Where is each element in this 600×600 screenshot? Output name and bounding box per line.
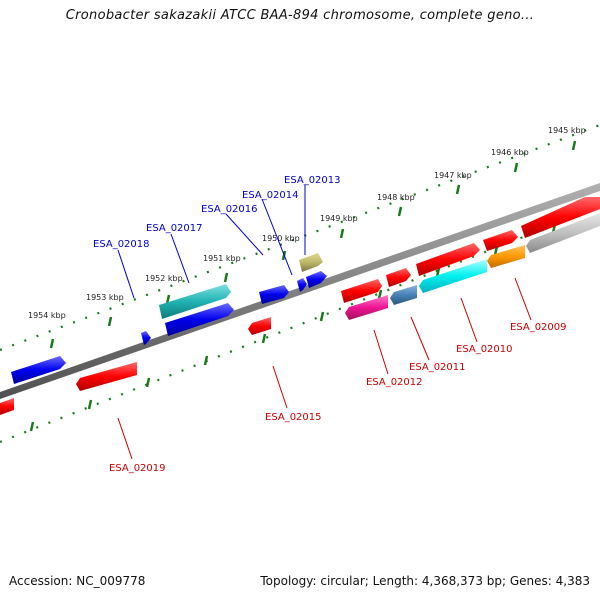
gene-forward-blue xyxy=(306,271,327,288)
gene-forward-blue xyxy=(141,331,151,345)
gene-label-esa-02011: ESA_02011 xyxy=(409,362,466,373)
kbp-label: 1946 kbp xyxy=(491,148,529,157)
reverse-genes[interactable] xyxy=(0,213,600,415)
kbp-label: 1948 kbp xyxy=(377,193,415,202)
forward-genes[interactable] xyxy=(11,197,600,384)
gene-reverse-magenta xyxy=(345,295,388,320)
kbp-label: 1947 kbp xyxy=(434,171,472,180)
kbp-label: 1954 kbp xyxy=(28,311,66,320)
gene-forward-red xyxy=(521,197,600,238)
gene-forward-red xyxy=(416,243,480,276)
map-title: Cronobacter sakazakii ATCC BAA-894 chrom… xyxy=(65,8,535,23)
gene-forward-blue xyxy=(297,278,307,292)
gene-reverse-red xyxy=(76,362,137,391)
kbp-labels: 1945 kbp 1946 kbp 1947 kbp 1948 kbp 1949… xyxy=(28,126,586,320)
gene-forward-blue xyxy=(165,303,234,336)
summary-text: Topology: circular; Length: 4,368,373 bp… xyxy=(260,574,590,588)
gene-reverse-gray xyxy=(526,213,600,253)
gene-label-esa-02014: ESA_02014 xyxy=(242,190,299,201)
gene-label-esa-02013: ESA_02013 xyxy=(284,175,341,186)
gene-label-esa-02012: ESA_02012 xyxy=(366,377,423,388)
gene-label-esa-02010: ESA_02010 xyxy=(456,344,513,355)
leader-lines-forward xyxy=(117,185,306,299)
gene-reverse-steelblue xyxy=(390,285,417,305)
kbp-label: 1945 kbp xyxy=(548,126,586,135)
gene-label-esa-02016: ESA_02016 xyxy=(201,204,258,215)
gene-reverse-red xyxy=(248,317,271,335)
kbp-label: 1953 kbp xyxy=(86,293,124,302)
gene-forward-blue xyxy=(259,285,289,304)
gene-reverse-red xyxy=(0,398,14,415)
kbp-label: 1950 kbp xyxy=(262,234,300,243)
gene-forward-red xyxy=(483,230,518,251)
kbp-label: 1951 kbp xyxy=(203,254,241,263)
gene-forward-teal xyxy=(159,284,231,319)
gene-forward-red xyxy=(386,268,411,287)
gene-reverse-cyan xyxy=(419,259,487,293)
forward-tick-track xyxy=(0,123,600,352)
gene-label-esa-02009: ESA_02009 xyxy=(510,322,567,333)
gene-labels: ESA_02009 ESA_02010 ESA_02011 ESA_02012 … xyxy=(93,175,567,474)
gene-reverse-orange xyxy=(487,245,525,268)
gene-label-esa-02015: ESA_02015 xyxy=(265,412,322,423)
accession-text: Accession: NC_009778 xyxy=(9,574,146,588)
gene-label-esa-02019: ESA_02019 xyxy=(109,463,166,474)
gene-forward-red xyxy=(341,279,382,303)
leader-lines-reverse xyxy=(117,277,532,460)
gene-forward-khaki xyxy=(299,253,323,272)
kbp-label: 1952 kbp xyxy=(145,274,183,283)
gene-forward-blue xyxy=(11,356,66,384)
kbp-label: 1949 kbp xyxy=(320,214,358,223)
gene-label-esa-02018: ESA_02018 xyxy=(93,239,150,250)
gene-label-esa-02017: ESA_02017 xyxy=(146,223,203,234)
